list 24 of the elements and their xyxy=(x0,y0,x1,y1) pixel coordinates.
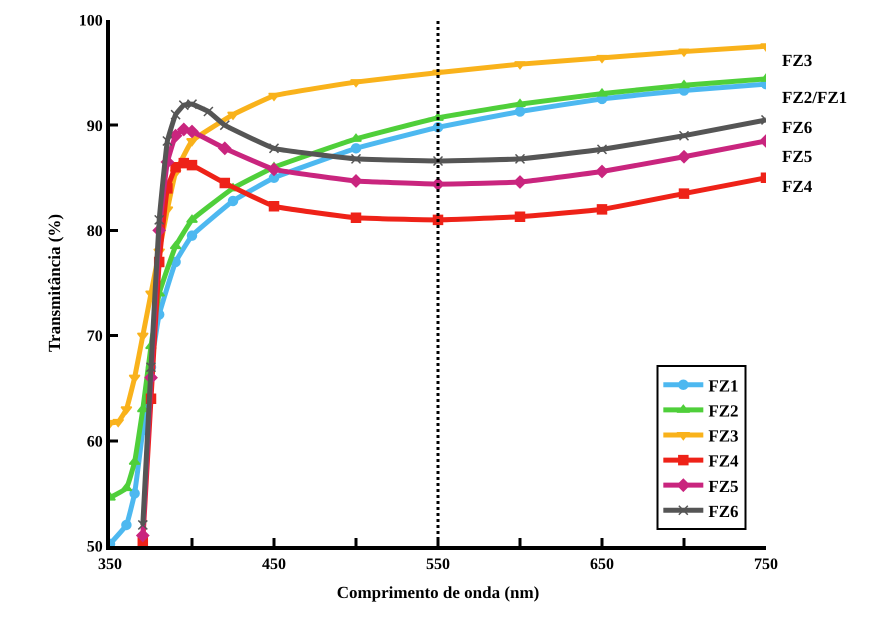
y-tick-label: 60 xyxy=(86,433,103,450)
legend-label: FZ1 xyxy=(708,376,739,396)
y-tick-label: 80 xyxy=(86,223,103,240)
x-tick-label: 750 xyxy=(754,556,778,574)
y-tick-label: 90 xyxy=(86,118,103,135)
y-axis-title: Transmitância (%) xyxy=(44,214,64,352)
text: FZ4 xyxy=(782,177,813,196)
legend-label: FZ2 xyxy=(708,402,739,420)
legend-label: FZ6 xyxy=(708,502,739,521)
y-tick-label: 50 xyxy=(86,538,103,556)
x-axis-title: Comprimento de onda (nm) xyxy=(336,583,540,602)
text: FZ3 xyxy=(782,51,812,70)
legend-label: FZ5 xyxy=(708,476,739,496)
text: FZ6 xyxy=(782,118,812,137)
y-tick-label: 100 xyxy=(78,12,103,30)
x-tick-label: 350 xyxy=(98,556,122,574)
y-tick-label: 70 xyxy=(86,328,103,346)
x-tick-label: 550 xyxy=(426,556,450,574)
text: FZ5 xyxy=(782,147,812,166)
legend-label: FZ3 xyxy=(708,426,739,446)
x-tick-label: 450 xyxy=(262,556,286,574)
legend-label: FZ4 xyxy=(708,452,740,471)
x-tick-label: 650 xyxy=(590,556,614,574)
text: FZ2/FZ1 xyxy=(782,88,848,107)
